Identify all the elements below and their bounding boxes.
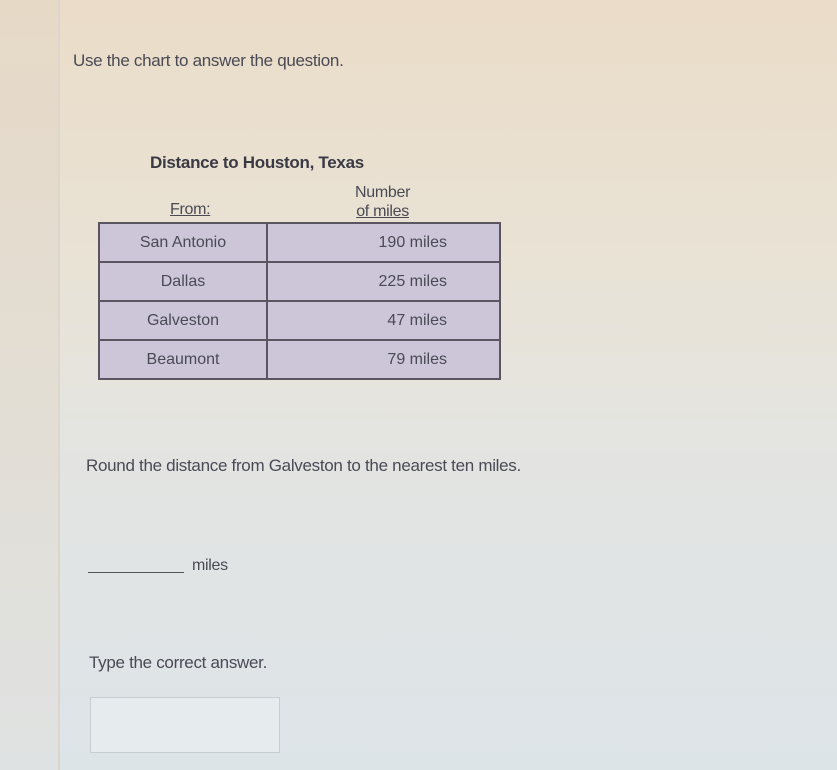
table-row: Galveston 47 miles (98, 300, 502, 341)
cell-from: Dallas (98, 261, 268, 302)
answer-input[interactable] (90, 697, 280, 753)
table-row: Dallas 225 miles (98, 261, 502, 302)
answer-unit: miles (192, 557, 228, 574)
cell-from: San Antonio (98, 222, 268, 263)
instruction: Use the chart to answer the question. (73, 51, 344, 70)
cell-from: Beaumont (98, 339, 268, 380)
cell-from: Galveston (98, 300, 268, 341)
question: Round the distance from Galveston to the… (86, 456, 521, 475)
cell-miles: 190 miles (265, 222, 502, 263)
table-row: San Antonio 190 miles (98, 222, 502, 263)
table-title: Distance to Houston, Texas (150, 153, 364, 172)
cell-miles: 79 miles (265, 339, 502, 380)
cell-miles: 225 miles (265, 261, 502, 302)
cell-miles: 47 miles (265, 300, 502, 341)
column-header-miles: Number of miles (355, 184, 411, 220)
table-row: Beaumont 79 miles (98, 339, 502, 380)
left-rail (0, 0, 60, 770)
column-header-from: From: (170, 201, 211, 218)
answer-blank (88, 572, 184, 573)
prompt: Type the correct answer. (89, 653, 267, 672)
distance-table: San Antonio 190 miles Dallas 225 miles Gal… (98, 222, 502, 380)
